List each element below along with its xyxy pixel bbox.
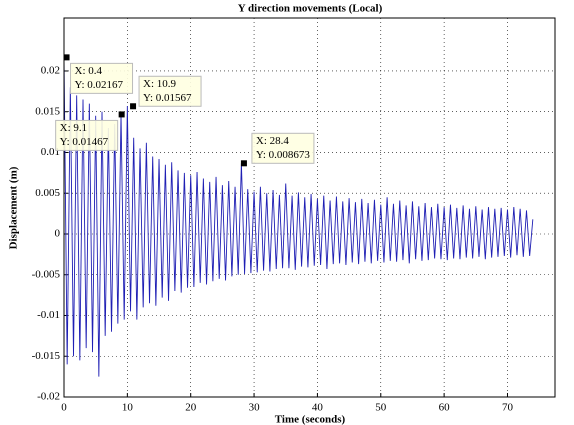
data-tip-marker: [63, 54, 70, 61]
x-tick-label: 10: [122, 402, 134, 414]
x-tick-label: 40: [312, 402, 324, 414]
data-tip: X: 10.9 Y: 0.01567: [130, 75, 202, 110]
data-tip-y: Y: 0.02167: [75, 79, 124, 91]
data-tip-box: [70, 62, 134, 94]
data-tip-marker: [240, 160, 247, 167]
data-tip-x: X: 9.1: [60, 122, 88, 134]
chart-title: Y direction movements (Local): [238, 3, 383, 15]
data-tip-y: Y: 0.01567: [143, 92, 192, 104]
x-tick-label: 0: [61, 402, 67, 414]
x-axis-label: Time (seconds): [275, 414, 346, 425]
data-tip-x: X: 10.9: [143, 78, 177, 90]
data-tip-x: X: 28.4: [256, 135, 290, 147]
y-tick-label: -0.01: [37, 309, 60, 321]
data-tip: X: 9.1 Y: 0.01467: [55, 111, 125, 151]
data-tip: X: 0.4 Y: 0.02167: [63, 54, 134, 94]
y-axis-label: Displacement (m): [8, 166, 20, 249]
data-tip: X: 28.4 Y: 0.008673: [240, 132, 315, 167]
data-line: [63, 57, 534, 377]
data-tip-marker: [118, 111, 125, 118]
x-tick-label: 30: [249, 402, 261, 414]
y-tick-label: -0.015: [32, 350, 61, 362]
plot-frame: [63, 17, 556, 398]
data-tip-x: X: 0.4: [75, 65, 103, 77]
y-tick-label: 0: [55, 228, 61, 240]
y-tick-label: -0.005: [32, 268, 61, 280]
x-tick-label: 60: [439, 402, 451, 414]
data-tip-y: Y: 0.008673: [256, 149, 310, 161]
plot-area: [64, 18, 555, 397]
data-tip-marker: [130, 103, 137, 110]
y-tick-label: 0.02: [41, 65, 60, 77]
x-tick-label: 70: [502, 402, 514, 414]
x-tick-label: 20: [185, 402, 197, 414]
y-tick-label: 0.005: [35, 187, 60, 199]
y-tick-label: 0.015: [35, 105, 60, 117]
y-tick-label: -0.02: [37, 391, 60, 403]
data-tip-box: [138, 75, 202, 107]
data-tip-box: [251, 132, 315, 164]
data-tip-y: Y: 0.01467: [60, 136, 109, 148]
data-tip-box: [55, 119, 119, 151]
x-tick-label: 50: [375, 402, 387, 414]
